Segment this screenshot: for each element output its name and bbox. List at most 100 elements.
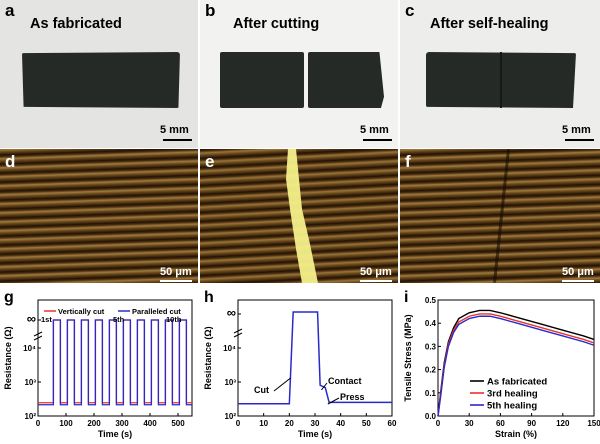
- axis-break: [233, 332, 243, 338]
- annotation-arrow: [273, 377, 291, 392]
- axis-break: [233, 328, 243, 334]
- micrograph-panel-e: e 50 μm: [200, 149, 398, 283]
- x-axis-label: Strain (%): [495, 429, 537, 439]
- scale-label: 5 mm: [160, 124, 189, 136]
- y-tick-label: 10⁴: [23, 344, 36, 353]
- panel-label-f: f: [405, 152, 411, 171]
- x-tick-label: 150: [587, 419, 600, 428]
- x-axis-label: Time (s): [98, 429, 132, 439]
- y-axis-label: Resistance (Ω): [203, 326, 213, 389]
- axis-break: [33, 331, 43, 337]
- panel-title-a: As fabricated: [30, 16, 122, 32]
- micrograph-panel-f: f 50 μm: [400, 149, 600, 283]
- x-tick-label: 30: [465, 419, 474, 428]
- healed-seam: [500, 52, 502, 108]
- panel-label: h: [204, 289, 214, 306]
- x-tick-label: 300: [115, 419, 129, 428]
- panel-label-c: c: [405, 1, 415, 20]
- x-tick-label: 0: [436, 419, 441, 428]
- series-line: [238, 311, 392, 405]
- y-tick-label: 10³: [224, 378, 236, 387]
- y-tick-label: 10³: [24, 378, 36, 387]
- annotation: 1st: [41, 315, 52, 324]
- panel-title-b: After cutting: [233, 16, 320, 32]
- series-line-2: [437, 315, 595, 417]
- film-sample: [22, 52, 180, 108]
- x-tick-label: 120: [556, 419, 570, 428]
- plot-frame: [437, 299, 595, 417]
- panel-title-c: After self-healing: [430, 16, 549, 32]
- scale-bar: [160, 280, 192, 282]
- scale-label: 5 mm: [562, 124, 591, 136]
- panel-label-d: d: [5, 152, 16, 171]
- x-tick-label: 100: [59, 419, 73, 428]
- y-tick-label: 0.5: [425, 296, 437, 305]
- panel-label: g: [4, 289, 14, 306]
- annotation: 5th: [113, 315, 125, 324]
- y-tick-label: 0.4: [425, 319, 437, 328]
- x-tick-label: 30: [311, 419, 320, 428]
- series-line-paralleled-cut: [38, 319, 192, 406]
- plot-frame: [237, 299, 393, 417]
- x-tick-label: 40: [336, 419, 345, 428]
- annotation-press: Press: [340, 392, 365, 402]
- photo-panel-b: b After cutting 5 mm: [200, 0, 398, 148]
- healed-line: [493, 149, 510, 283]
- x-tick-label: 10: [259, 419, 268, 428]
- y-axis-label: Tensile Stress (MPa): [403, 314, 413, 401]
- x-tick-label: 50: [362, 419, 371, 428]
- y-tick-label: 10²: [24, 412, 36, 421]
- scale-bar: [360, 280, 392, 282]
- x-tick-label: 500: [171, 419, 185, 428]
- scale-bar: [565, 139, 594, 141]
- scale-label: 50 μm: [360, 266, 392, 278]
- micrograph-panel-d: d 50 μm: [0, 149, 198, 283]
- y-tick-label: 0.1: [425, 389, 437, 398]
- scale-label: 5 mm: [360, 124, 389, 136]
- legend-label: Vertically cut: [58, 307, 105, 316]
- annotation-arrow: [321, 382, 328, 391]
- film-piece-left: [220, 52, 304, 108]
- scale-label: 50 μm: [562, 266, 594, 278]
- x-tick-label: 60: [496, 419, 505, 428]
- y-tick-label: 0.2: [425, 366, 437, 375]
- annotation: 10th: [166, 315, 182, 324]
- x-tick-label: 200: [87, 419, 101, 428]
- legend-label: 3rd healing: [487, 389, 538, 400]
- panel-label-b: b: [205, 1, 216, 20]
- y-tick-label: 0.0: [425, 412, 437, 421]
- axis-break: [33, 335, 43, 341]
- legend-label: 5th healing: [487, 401, 537, 412]
- y-tick-label: ∞: [27, 311, 36, 326]
- panel-label: i: [404, 289, 408, 306]
- scale-bar: [363, 139, 392, 141]
- chart-g: g 10² 10³ 10⁴ ∞ 0 100 200 300 400 500 Time (s) Resis…: [3, 289, 193, 439]
- legend-label: As fabricated: [487, 377, 547, 388]
- annotation-contact: Contact: [328, 376, 362, 386]
- chart-h: h 10² 10³ 10⁴ ∞ 0 10 20 30 40 50 60 Time (s) Resistan…: [203, 289, 397, 439]
- annotation-arrow: [327, 397, 340, 405]
- y-tick-label: 10²: [224, 412, 236, 421]
- y-axis-label: Resistance (Ω): [3, 326, 13, 389]
- scale-label: 50 μm: [160, 266, 192, 278]
- x-axis-label: Time (s): [298, 429, 332, 439]
- annotation-cut: Cut: [254, 385, 269, 395]
- panel-label-a: a: [5, 1, 15, 20]
- crack: [286, 149, 318, 283]
- film-piece-right: [308, 52, 384, 108]
- y-tick-label: ∞: [227, 305, 236, 320]
- photo-panel-c: c After self-healing 5 mm: [400, 0, 600, 148]
- x-tick-label: 90: [527, 419, 536, 428]
- x-tick-label: 0: [236, 419, 241, 428]
- plot-frame: [37, 299, 193, 417]
- y-tick-label: 0.3: [425, 342, 437, 351]
- chart-i: i 0.0 0.1 0.2 0.3 0.4 0.5 0 30 60 90 120 150 Strain (…: [403, 289, 600, 439]
- x-tick-label: 400: [143, 419, 157, 428]
- panel-label-e: e: [205, 152, 215, 171]
- scale-bar: [163, 139, 192, 141]
- x-tick-label: 60: [388, 419, 397, 428]
- photo-panel-a: a As fabricated 5 mm: [0, 0, 198, 148]
- series-line-vertically-cut: [38, 319, 192, 404]
- legend-label: Paralleled cut: [132, 307, 181, 316]
- scale-bar: [562, 280, 594, 282]
